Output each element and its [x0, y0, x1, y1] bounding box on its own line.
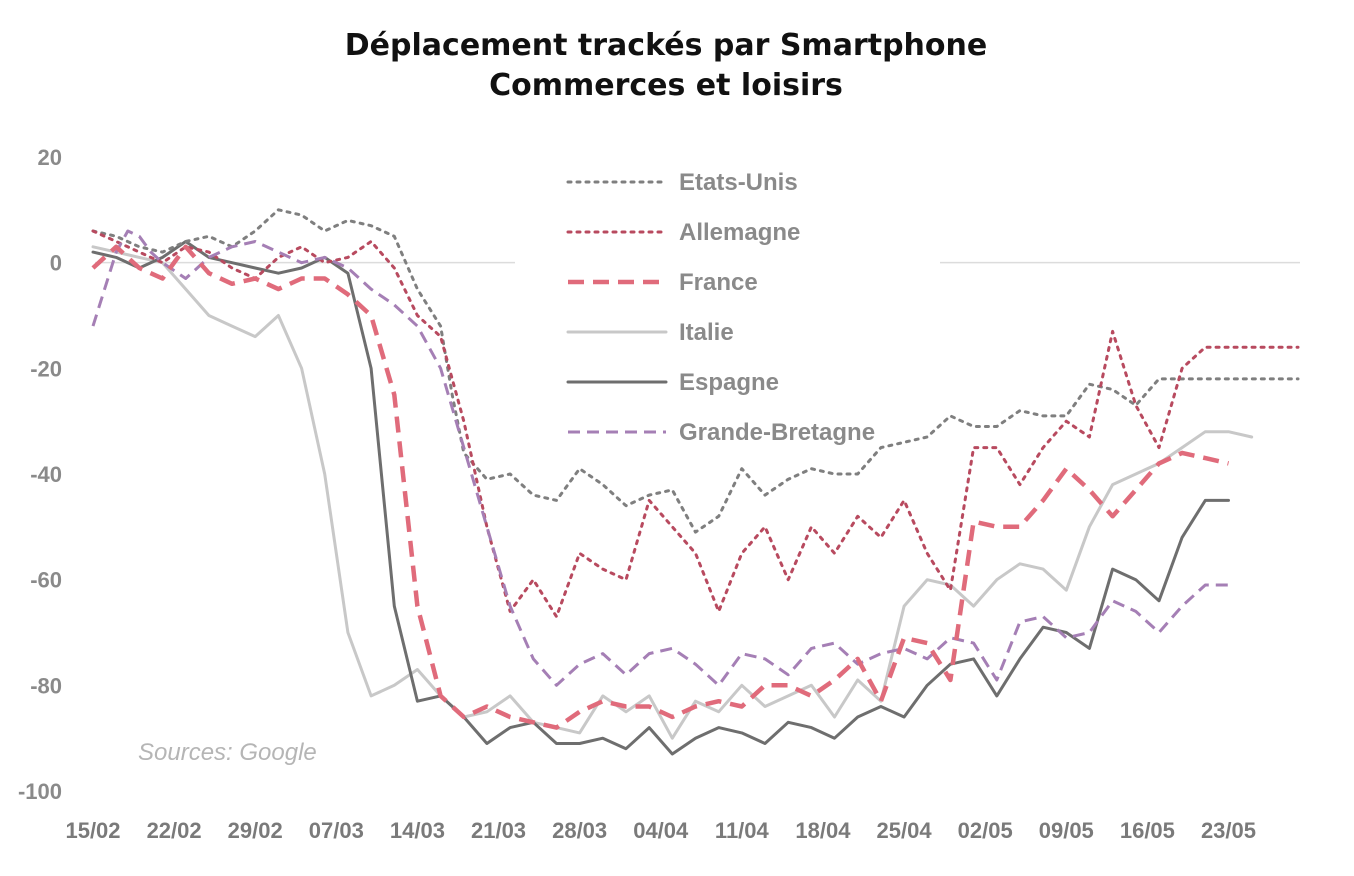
x-tick-label: 25/04 — [877, 818, 933, 843]
y-tick-label: 20 — [38, 145, 62, 170]
legend-label: Espagne — [679, 369, 779, 396]
legend-label: Allemagne — [679, 219, 800, 246]
x-tick-label: 22/02 — [147, 818, 202, 843]
y-tick-label: -40 — [30, 462, 62, 487]
x-axis: 15/02 22/02 29/02 07/03 14/03 21/03 28/03 04/04… — [65, 818, 1256, 843]
y-tick-label: -60 — [30, 568, 62, 593]
chart-title: Déplacement trackés par Smartphone — [345, 28, 987, 63]
x-tick-label: 16/05 — [1120, 818, 1175, 843]
x-tick-label: 29/02 — [228, 818, 283, 843]
series-line-etats-unis — [91, 208, 1300, 534]
series-line-france — [91, 244, 1230, 730]
y-tick-label: -20 — [30, 356, 62, 381]
plot-area — [91, 208, 1300, 756]
y-tick-label: -100 — [18, 779, 62, 804]
x-tick-label: 14/03 — [390, 818, 445, 843]
x-tick-label: 07/03 — [309, 818, 364, 843]
y-tick-label: 0 — [50, 251, 62, 276]
x-tick-label: 11/04 — [715, 818, 770, 843]
legend: Etats-Unis Allemagne France Italie Espagne Gr… — [566, 169, 875, 446]
y-tick-label: -80 — [30, 673, 62, 698]
series-line-italie — [91, 245, 1254, 740]
x-tick-label: 23/05 — [1201, 818, 1256, 843]
series-line-espagne — [91, 240, 1230, 756]
x-tick-label: 15/02 — [65, 818, 120, 843]
legend-label: Italie — [679, 319, 734, 346]
source-note: Sources: Google — [138, 739, 317, 766]
series-line-grande-bretagne — [91, 229, 1229, 687]
chart-subtitle: Commerces et loisirs — [489, 68, 843, 103]
x-tick-label: 04/04 — [633, 818, 689, 843]
y-axis: 20 0 -20 -40 -60 -80 -100 — [18, 145, 62, 804]
x-tick-label: 02/05 — [958, 818, 1013, 843]
x-tick-label: 28/03 — [552, 818, 607, 843]
legend-label: Grande-Bretagne — [679, 419, 875, 446]
legend-label: Etats-Unis — [679, 169, 798, 196]
legend-label: France — [679, 269, 758, 296]
x-tick-label: 09/05 — [1039, 818, 1094, 843]
series-line-allemagne — [91, 229, 1300, 619]
x-tick-label: 18/04 — [795, 818, 851, 843]
x-tick-label: 21/03 — [471, 818, 526, 843]
